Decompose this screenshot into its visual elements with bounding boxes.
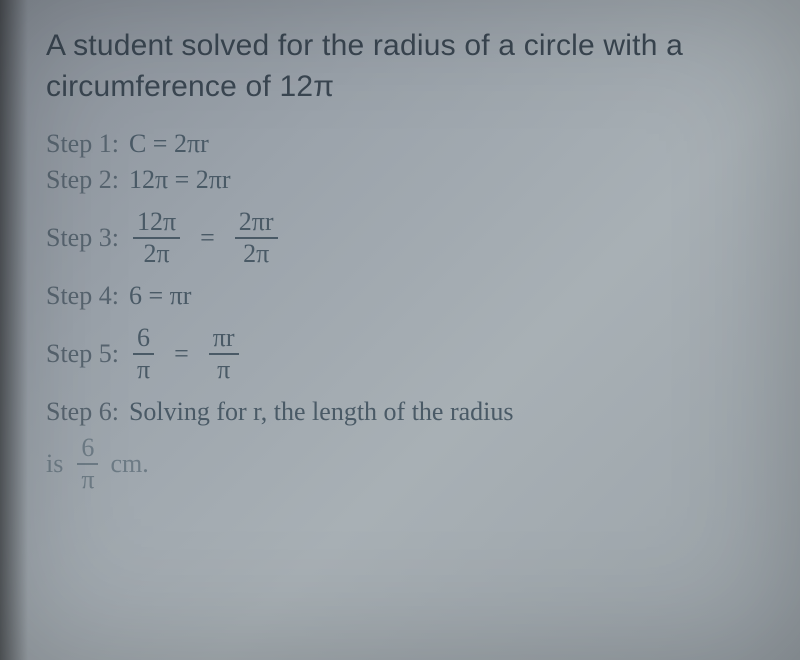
step-5-left-num: 6 [133,325,154,355]
question-line-2: circumference of 12π [46,67,766,108]
step-3: Step 3: 12π 2π = 2πr 2π [46,209,766,267]
step-1-expr: C = 2πr [129,129,209,159]
step-5-left-den: π [133,355,154,383]
step-5: Step 5: 6 π = πr π [46,325,766,383]
step-1-label: Step 1: [46,129,119,159]
step-3-left-num: 12π [133,209,180,239]
step-6-line1: Step 6: Solving for r, the length of the… [46,397,766,427]
step-6-text: Solving for r, the length of the radius [129,397,514,427]
step-5-equals: = [174,339,189,369]
step-6-result-den: π [77,465,98,493]
step-3-left-den: 2π [139,239,173,267]
step-5-right-fraction: πr π [209,325,239,383]
solution-steps: Step 1: C = 2πr Step 2: 12π = 2πr Step 3… [46,129,766,493]
step-3-label: Step 3: [46,223,119,253]
question-line-1: A student solved for the radius of a cir… [46,26,766,67]
step-1: Step 1: C = 2πr [46,129,766,159]
step-2-expr: 12π = 2πr [129,165,231,195]
step-6-is: is [46,449,63,479]
step-5-right-num: πr [209,325,239,355]
step-4-label: Step 4: [46,281,119,311]
step-6-line2: is 6 π cm. [46,435,766,493]
step-3-right-num: 2πr [235,209,278,239]
step-5-label: Step 5: [46,339,119,369]
step-5-right-den: π [213,355,234,383]
step-3-right-fraction: 2πr 2π [235,209,278,267]
worksheet-sheet: A student solved for the radius of a cir… [18,4,794,656]
question-text: A student solved for the radius of a cir… [46,26,766,107]
step-3-right-den: 2π [239,239,273,267]
step-6-result-fraction: 6 π [77,435,98,493]
step-4: Step 4: 6 = πr [46,281,766,311]
step-6-label: Step 6: [46,397,119,427]
step-5-left-fraction: 6 π [133,325,154,383]
step-6-unit: cm. [110,449,148,479]
step-4-expr: 6 = πr [129,281,191,311]
step-3-equals: = [200,223,215,253]
step-2-label: Step 2: [46,165,119,195]
step-3-left-fraction: 12π 2π [133,209,180,267]
step-2: Step 2: 12π = 2πr [46,165,766,195]
step-6-result-num: 6 [77,435,98,465]
